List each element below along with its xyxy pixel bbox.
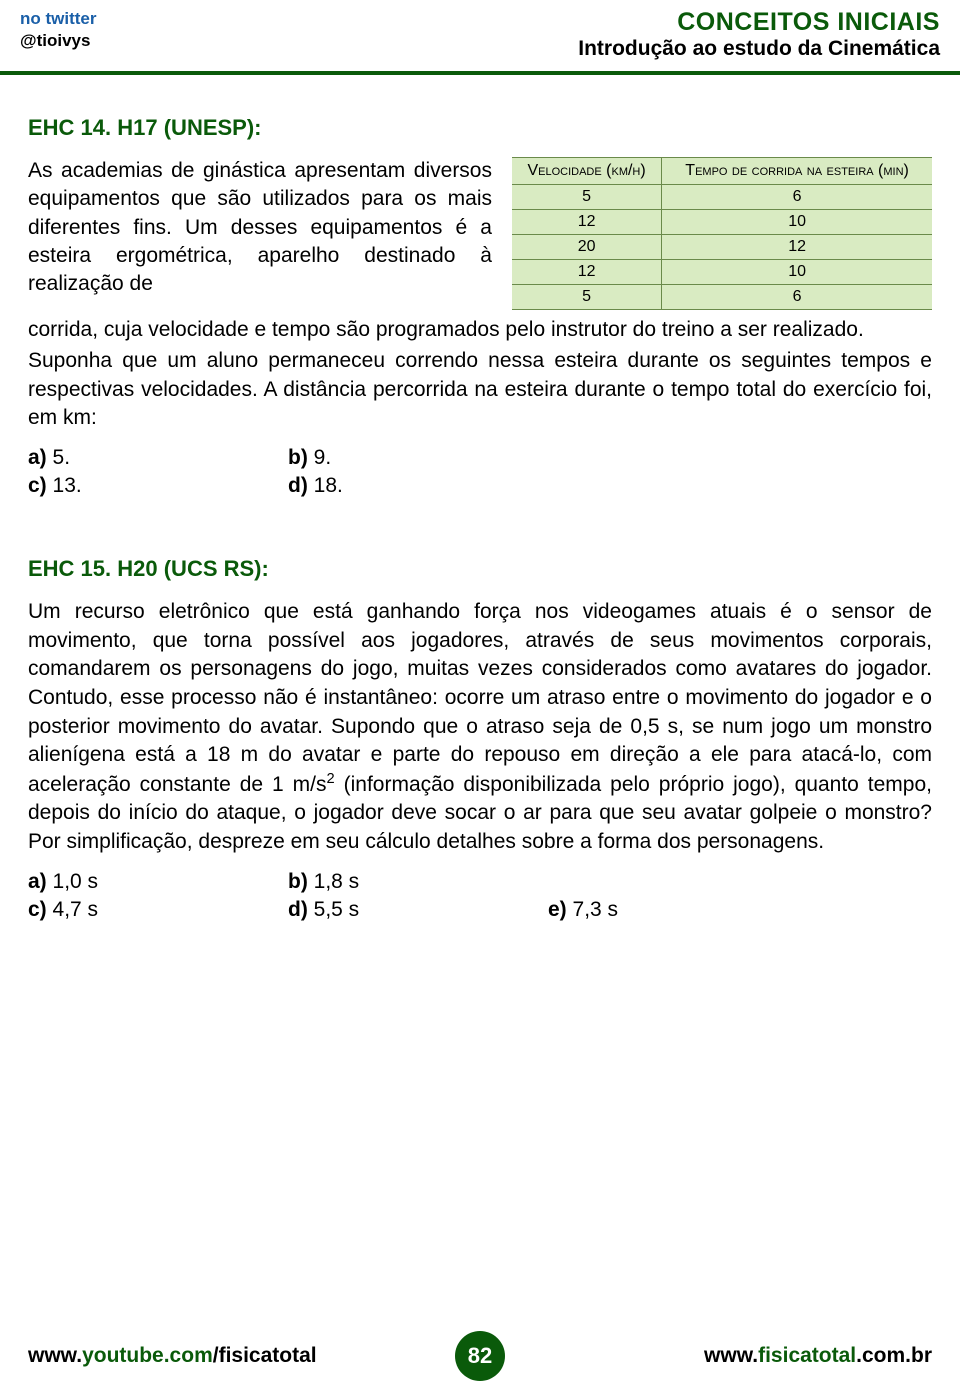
q1-option-c-text: 13.	[53, 474, 82, 497]
th-tempo: Tempo de corrida na esteira (min)	[662, 158, 932, 185]
footer-right-plain-1: www.	[704, 1344, 758, 1367]
q2-option-a-text: 1,0 s	[53, 870, 99, 893]
twitter-handle: @tioivys	[20, 30, 97, 52]
page-number: 82	[468, 1343, 492, 1369]
th-velocidade: Velocidade (km/h)	[512, 158, 662, 185]
q1-option-d: d) 18.	[288, 474, 548, 498]
footer-right-url: www.fisicatotal.com.br	[704, 1344, 932, 1368]
q1-row: As academias de ginástica apresentam div…	[28, 157, 932, 310]
cell: 10	[662, 260, 932, 285]
table-header-row: Velocidade (km/h) Tempo de corrida na es…	[512, 158, 932, 185]
q1-option-b: b) 9.	[288, 446, 548, 470]
q2-option-a: a) 1,0 s	[28, 870, 288, 894]
q1-title: EHC 14. H17 (UNESP):	[28, 115, 932, 141]
page-header: no twitter @tioivys CONCEITOS INICIAIS I…	[0, 0, 960, 75]
footer-left-green: youtube.com	[82, 1344, 213, 1367]
table-row: 56	[512, 285, 932, 310]
q1-option-d-text: 18.	[314, 474, 343, 497]
footer-left-url: www.youtube.com/fisicatotal	[28, 1344, 317, 1368]
q2-option-c-text: 4,7 s	[53, 898, 99, 921]
cell: 12	[662, 235, 932, 260]
chapter-subtitle: Introdução ao estudo da Cinemática	[578, 37, 940, 61]
cell: 5	[512, 185, 662, 210]
page-number-badge: 82	[455, 1331, 505, 1381]
q2-option-e: e) 7,3 s	[548, 898, 932, 922]
cell: 6	[662, 285, 932, 310]
question-2: EHC 15. H20 (UCS RS): Um recurso eletrôn…	[28, 556, 932, 922]
table-row: 56	[512, 185, 932, 210]
header-right: CONCEITOS INICIAIS Introdução ao estudo …	[578, 8, 940, 61]
cell: 12	[512, 210, 662, 235]
cell: 12	[512, 260, 662, 285]
footer-left-plain-1: www.	[28, 1344, 82, 1367]
q1-option-a-text: 5.	[53, 446, 71, 469]
q2-options: a) 1,0 s b) 1,8 s c) 4,7 s d) 5,5 s e) 7…	[28, 870, 932, 922]
q2-option-b: b) 1,8 s	[288, 870, 548, 894]
q1-text-full-1: corrida, cuja velocidade e tempo são pro…	[28, 316, 932, 344]
q1-text-narrow: As academias de ginástica apresentam div…	[28, 157, 492, 310]
page-content: EHC 14. H17 (UNESP): As academias de gin…	[0, 75, 960, 922]
table-row: 2012	[512, 235, 932, 260]
q2-option-b-text: 1,8 s	[314, 870, 360, 893]
question-1: EHC 14. H17 (UNESP): As academias de gin…	[28, 115, 932, 498]
header-left: no twitter @tioivys	[20, 8, 97, 61]
cell: 10	[662, 210, 932, 235]
q1-option-b-text: 9.	[314, 446, 332, 469]
footer-left-plain-2: /fisicatotal	[213, 1344, 317, 1367]
q1-option-c: c) 13.	[28, 474, 288, 498]
q1-option-a: a) 5.	[28, 446, 288, 470]
page-footer: www.youtube.com/fisicatotal 82 www.fisic…	[0, 1331, 960, 1381]
q2-option-d-text: 5,5 s	[314, 898, 360, 921]
table-row: 1210	[512, 260, 932, 285]
twitter-label: no twitter	[20, 8, 97, 30]
q2-option-e-text: 7,3 s	[573, 898, 619, 921]
q2-text-before: Um recurso eletrônico que está ganhando …	[28, 600, 932, 795]
cell: 6	[662, 185, 932, 210]
cell: 5	[512, 285, 662, 310]
q1-table-wrap: Velocidade (km/h) Tempo de corrida na es…	[512, 157, 932, 310]
cell: 20	[512, 235, 662, 260]
q2-option-d: d) 5,5 s	[288, 898, 548, 922]
q2-sup: 2	[326, 771, 334, 787]
table-row: 1210	[512, 210, 932, 235]
q1-text-full-2: Suponha que um aluno permaneceu correndo…	[28, 347, 932, 432]
q2-text: Um recurso eletrônico que está ganhando …	[28, 598, 932, 856]
q1-data-table: Velocidade (km/h) Tempo de corrida na es…	[512, 157, 932, 310]
q2-option-c: c) 4,7 s	[28, 898, 288, 922]
footer-right-green: fisicatotal	[758, 1344, 856, 1367]
chapter-title: CONCEITOS INICIAIS	[578, 8, 940, 37]
q2-title: EHC 15. H20 (UCS RS):	[28, 556, 932, 582]
footer-right-plain-2: .com.br	[856, 1344, 932, 1367]
q1-options: a) 5. b) 9. c) 13. d) 18.	[28, 446, 932, 498]
